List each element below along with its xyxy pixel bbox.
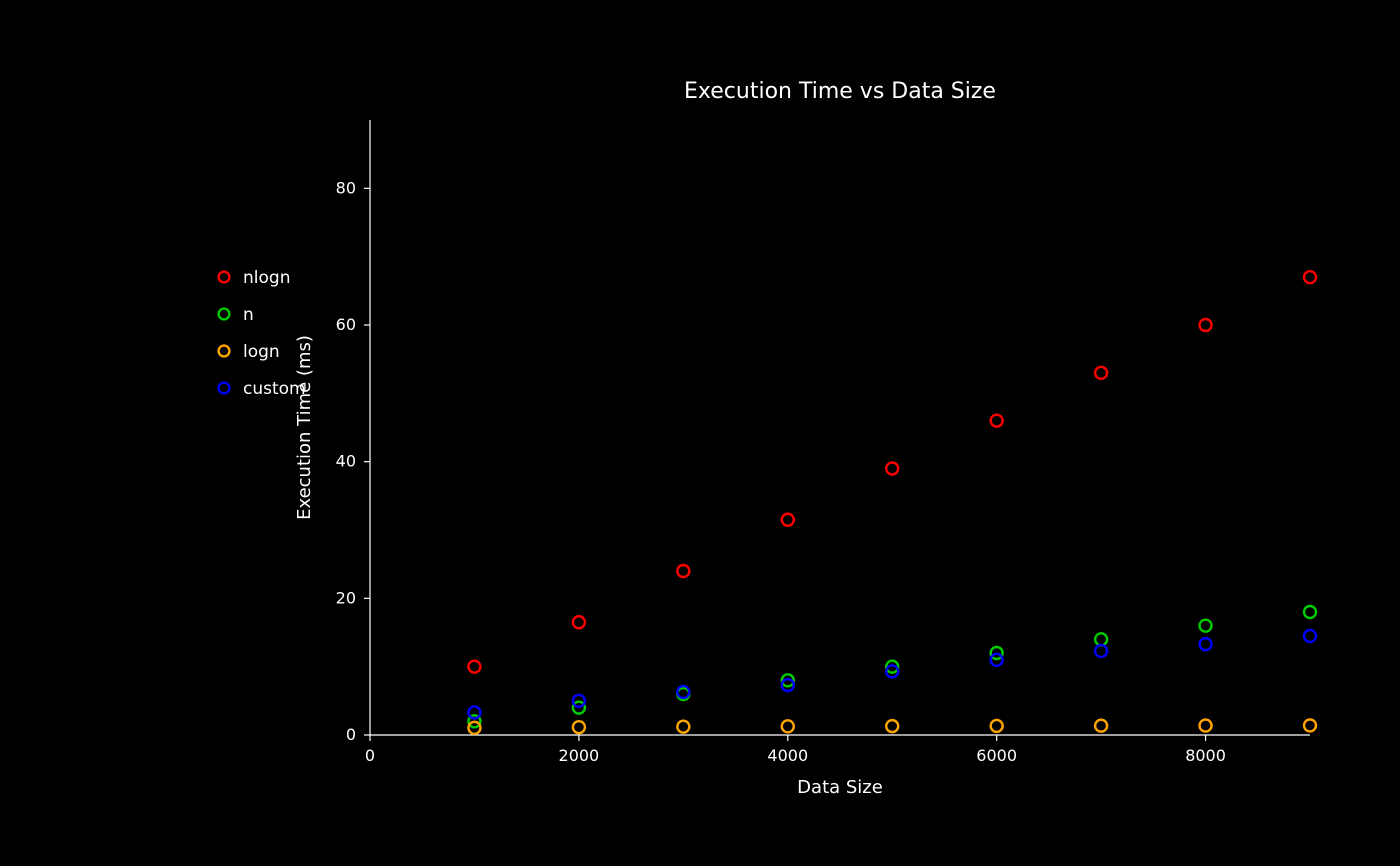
y-tick-label: 40 <box>336 452 356 471</box>
chart-title: Execution Time vs Data Size <box>684 79 996 104</box>
x-tick-label: 2000 <box>559 746 600 765</box>
y-tick-label: 20 <box>336 588 356 607</box>
y-tick-label: 0 <box>346 725 356 744</box>
y-axis-label: Execution Time (ms) <box>294 335 315 520</box>
y-tick-label: 80 <box>336 178 356 197</box>
y-tick-label: 60 <box>336 315 356 334</box>
legend-label: n <box>243 305 254 325</box>
legend-label: nlogn <box>243 268 290 288</box>
x-tick-label: 8000 <box>1185 746 1226 765</box>
x-axis-label: Data Size <box>797 777 883 798</box>
x-tick-label: 6000 <box>976 746 1017 765</box>
legend-label: custom <box>243 379 306 399</box>
chart-container: 0 2000 4000 6000 8000 0 20 40 60 80 Data Size Execu… <box>0 0 1400 866</box>
x-tick-label: 4000 <box>767 746 808 765</box>
legend-label: logn <box>243 342 280 362</box>
scatter-chart: 0 2000 4000 6000 8000 0 20 40 60 80 Data Size Execu… <box>0 0 1400 866</box>
x-tick-label: 0 <box>365 746 375 765</box>
